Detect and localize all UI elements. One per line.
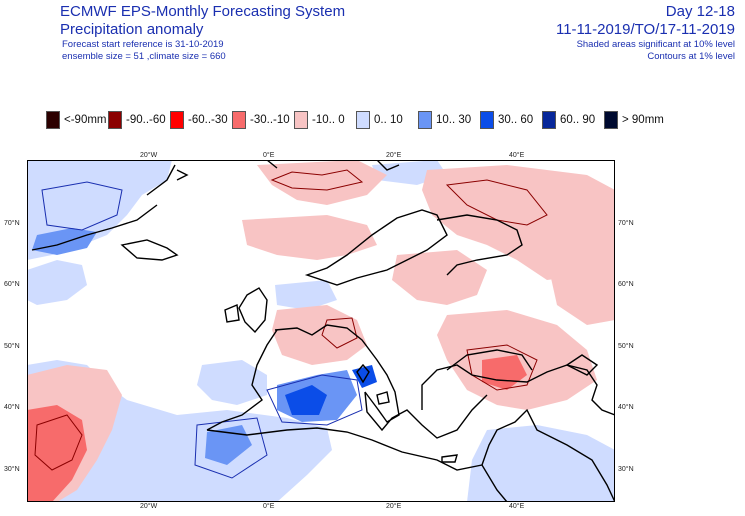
legend-item: <-90mm: [46, 110, 107, 130]
legend-label: -30..-10: [250, 114, 290, 126]
ensemble-size-note: ensemble size = 51 ,climate size = 660: [62, 51, 226, 62]
map-canvas: [27, 160, 615, 502]
significance-contours-red: [34, 169, 548, 471]
legend-item: 30.. 60: [480, 110, 533, 130]
coastlines: [31, 160, 615, 502]
legend-item: > 90mm: [604, 110, 664, 130]
legend-label: -90..-60: [126, 114, 166, 126]
legend-swatch: [232, 111, 246, 129]
legend-label: 10.. 30: [436, 114, 472, 126]
legend-swatch: [46, 111, 60, 129]
contour-note: Contours at 1% level: [647, 51, 735, 62]
map-subtitle: Precipitation anomaly: [60, 21, 204, 38]
lon-label-top: 20°E: [386, 152, 402, 159]
legend-label: > 90mm: [622, 114, 664, 126]
lon-label-bottom: 20°E: [386, 503, 402, 510]
legend-swatch: [170, 111, 184, 129]
legend-swatch: [418, 111, 432, 129]
lat-label-right: 60°N: [618, 281, 634, 288]
lat-label-left: 40°N: [4, 404, 20, 411]
lat-label-left: 50°N: [4, 343, 20, 350]
legend-item: 60.. 90: [542, 110, 595, 130]
significance-contours-blue: [41, 181, 363, 479]
legend-item: 10.. 30: [418, 110, 471, 130]
legend-swatch: [604, 111, 618, 129]
map-title: ECMWF EPS-Monthly Forecasting System: [60, 3, 346, 20]
map-frame: [27, 160, 615, 502]
legend-label: 30.. 60: [498, 114, 534, 126]
shading-note: Shaded areas significant at 10% level: [576, 39, 735, 50]
legend-item: -60..-30: [170, 110, 228, 130]
date-range: 11-11-2019/TO/17-11-2019: [555, 21, 735, 38]
legend-label: -60..-30: [188, 114, 228, 126]
legend-item: -30..-10: [232, 110, 290, 130]
legend-swatch: [108, 111, 122, 129]
legend-label: 60.. 90: [560, 114, 596, 126]
lat-label-right: 40°N: [618, 404, 634, 411]
lat-label-right: 70°N: [618, 220, 634, 227]
lon-label-bottom: 40°E: [509, 503, 525, 510]
lat-label-right: 50°N: [618, 343, 634, 350]
day-range: Day 12-18: [665, 3, 735, 20]
lon-label-top: 40°E: [509, 152, 525, 159]
lat-label-left: 30°N: [4, 466, 20, 473]
legend-swatch: [542, 111, 556, 129]
legend-item: -10.. 0: [294, 110, 345, 130]
lat-label-left: 70°N: [4, 220, 20, 227]
legend-label: <-90mm: [64, 114, 107, 126]
legend-label: 0.. 10: [374, 114, 403, 126]
forecast-start-note: Forecast start reference is 31-10-2019: [62, 39, 224, 50]
legend-swatch: [480, 111, 494, 129]
lon-label-top: 20°W: [140, 152, 158, 159]
legend-item: 0.. 10: [356, 110, 403, 130]
lon-label-bottom: 0°E: [263, 503, 275, 510]
lat-label-right: 30°N: [618, 466, 634, 473]
legend-item: -90..-60: [108, 110, 166, 130]
legend-swatch: [356, 111, 370, 129]
precipitation-anomaly-map: [27, 160, 615, 502]
legend-label: -10.. 0: [312, 114, 345, 126]
lat-label-left: 60°N: [4, 281, 20, 288]
lon-label-top: 0°E: [263, 152, 275, 159]
legend-swatch: [294, 111, 308, 129]
lon-label-bottom: 20°W: [140, 503, 158, 510]
